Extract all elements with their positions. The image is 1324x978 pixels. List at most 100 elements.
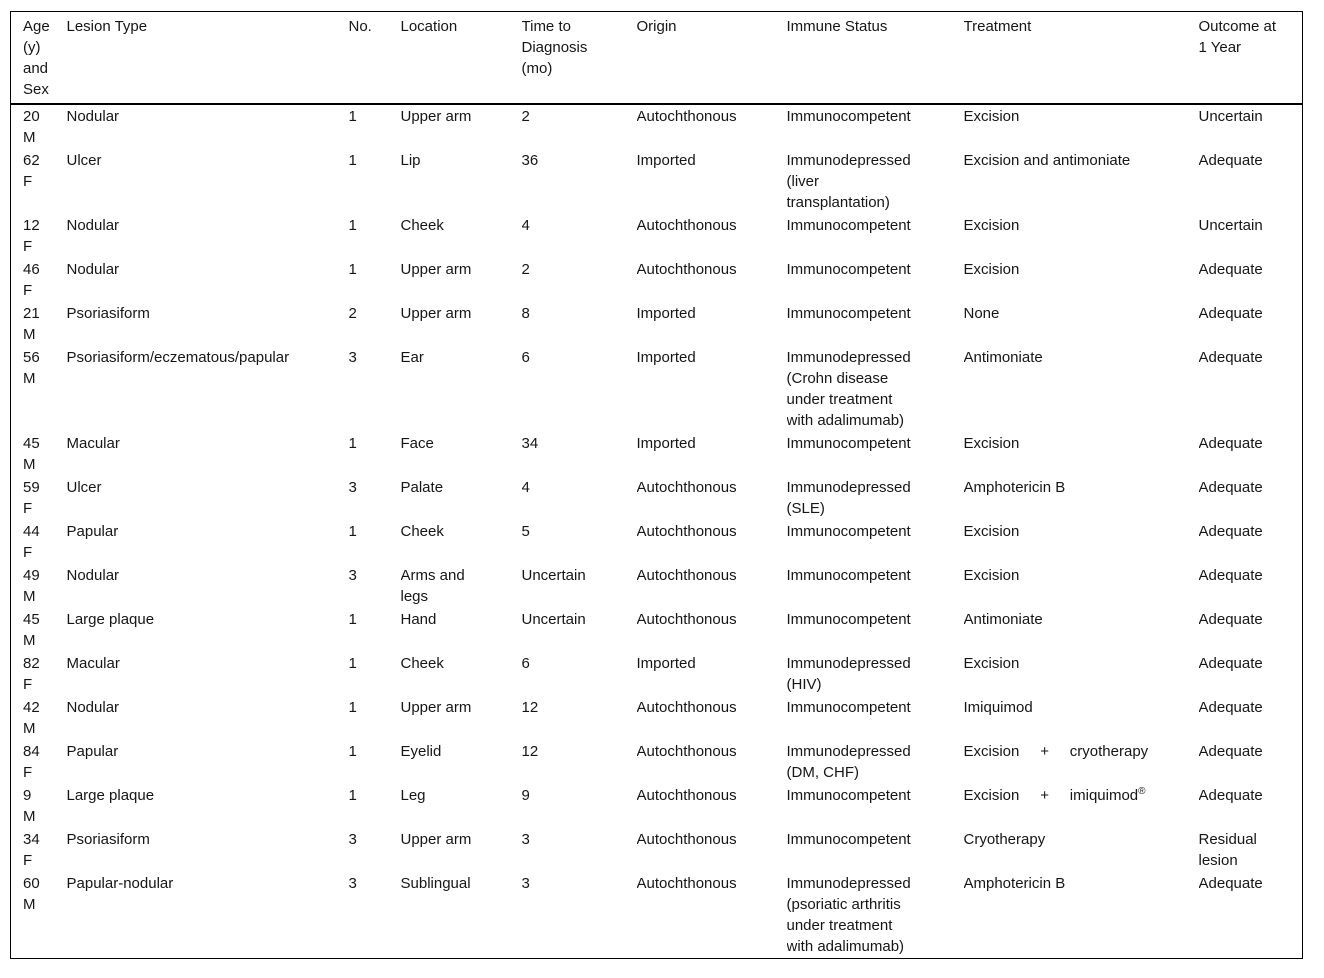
cell-outcome: Uncertain xyxy=(1198,108,1263,125)
cell-origin: Imported xyxy=(636,152,696,169)
cell-lesion-type: Large plaque xyxy=(66,787,155,804)
cell-time-to-diagnosis: 3 xyxy=(521,831,530,848)
cell-location: Arms and legs xyxy=(400,567,465,605)
cell-lesion-type: Psoriasiform xyxy=(66,305,150,322)
cell-outcome: Adequate xyxy=(1198,349,1263,366)
cell-location: Upper arm xyxy=(400,831,472,848)
cell-lesion-type: Macular xyxy=(66,435,120,452)
cell-no: 2 xyxy=(348,305,357,322)
cell-location: Cheek xyxy=(400,217,444,234)
cell-no: 1 xyxy=(348,435,357,452)
table-row: 45 M Macular 1 Face 34 Imported Immunocompeten… xyxy=(11,432,1303,476)
column-header-outcome: Outcome at 1 Year xyxy=(1198,11,1303,105)
cell-lesion-type: Psoriasiform/eczematous/papular xyxy=(66,349,290,366)
table-row: 20 M Nodular 1 Upper arm 2 Autochthonous Immun… xyxy=(11,104,1303,149)
cell-lesion-type: Ulcer xyxy=(66,479,102,496)
table-row: 34 F Psoriasiform 3 Upper arm 3 Autochthonous… xyxy=(11,828,1303,872)
table-row: 84 F Papular 1 Eyelid 12 Autochthonous Immunod… xyxy=(11,740,1303,784)
cell-immune-status: Immunodepressed (Crohn disease under tre… xyxy=(786,349,911,429)
cell-origin: Imported xyxy=(636,435,696,452)
cell-lesion-type: Nodular xyxy=(66,261,120,278)
cell-origin: Autochthonous xyxy=(636,108,737,125)
cell-lesion-type: Psoriasiform xyxy=(66,831,150,848)
cell-lesion-type: Papular xyxy=(66,743,119,760)
cell-time-to-diagnosis: 5 xyxy=(521,523,530,540)
header-row: Age (y) and Sex Lesion Type No. Location Tim… xyxy=(10,11,1303,105)
cell-treatment: Antimoniate xyxy=(963,611,1043,628)
table-row: 21 M Psoriasiform 2 Upper arm 8 Imported Immun… xyxy=(11,302,1303,346)
cell-lesion-type: Nodular xyxy=(66,108,120,125)
cell-origin: Autochthonous xyxy=(636,217,737,234)
cell-outcome: Adequate xyxy=(1198,611,1263,628)
cell-no: 1 xyxy=(348,152,357,169)
cell-no: 1 xyxy=(348,655,357,672)
cell-age-sex: 45 M xyxy=(23,611,40,649)
cell-location: Upper arm xyxy=(400,305,472,322)
column-header-age-sex: Age (y) and Sex xyxy=(10,11,67,105)
cell-location: Eyelid xyxy=(400,743,442,760)
cell-treatment: Excision xyxy=(963,217,1020,234)
cell-outcome: Adequate xyxy=(1198,743,1263,760)
cell-treatment: None xyxy=(963,305,1000,322)
cell-lesion-type: Nodular xyxy=(66,567,120,584)
cell-no: 3 xyxy=(348,479,357,496)
cell-outcome: Adequate xyxy=(1198,787,1263,804)
cell-origin: Autochthonous xyxy=(636,261,737,278)
cell-time-to-diagnosis: 9 xyxy=(521,787,530,804)
cell-immune-status: Immunodepressed (psoriatic arthritis und… xyxy=(786,875,911,955)
cell-immune-status: Immunocompetent xyxy=(786,567,911,584)
clinical-cases-table: Age (y) and Sex Lesion Type No. Location Tim… xyxy=(10,11,1303,959)
cell-lesion-type: Papular-nodular xyxy=(66,875,174,892)
cell-treatment: Antimoniate xyxy=(963,349,1043,366)
cell-immune-status: Immunodepressed (SLE) xyxy=(786,479,911,517)
table-row: 45 M Large plaque 1 Hand Uncertain Autochthon… xyxy=(11,608,1303,652)
cell-immune-status: Immunocompetent xyxy=(786,831,911,848)
cell-origin: Autochthonous xyxy=(636,699,737,716)
cell-location: Lip xyxy=(400,152,421,169)
cell-age-sex: 60 M xyxy=(23,875,40,913)
cell-age-sex: 59 F xyxy=(23,479,40,517)
cell-age-sex: 9 M xyxy=(23,787,36,825)
cell-no: 1 xyxy=(348,261,357,278)
cell-age-sex: 82 F xyxy=(23,655,40,693)
cell-no: 1 xyxy=(348,611,357,628)
cell-treatment: Amphotericin B xyxy=(963,875,1066,892)
cell-immune-status: Immunodepressed (HIV) xyxy=(786,655,911,693)
cell-immune-status: Immunocompetent xyxy=(786,523,911,540)
cell-location: Leg xyxy=(400,787,426,804)
cell-immune-status: Immunocompetent xyxy=(786,305,911,322)
cell-treatment: Imiquimod xyxy=(963,699,1033,716)
cell-treatment: Excision + imiquimod® xyxy=(963,786,1146,805)
cell-origin: Autochthonous xyxy=(636,567,737,584)
cell-location: Upper arm xyxy=(400,261,472,278)
cell-immune-status: Immunocompetent xyxy=(786,108,911,125)
cell-treatment: Excision xyxy=(963,655,1020,672)
cell-no: 3 xyxy=(348,831,357,848)
cell-immune-status: Immunocompetent xyxy=(786,261,911,278)
cell-age-sex: 34 F xyxy=(23,831,40,869)
cell-no: 1 xyxy=(348,699,357,716)
cell-age-sex: 49 M xyxy=(23,567,40,605)
cell-no: 1 xyxy=(348,523,357,540)
cell-no: 3 xyxy=(348,349,357,366)
cell-origin: Imported xyxy=(636,349,696,366)
cell-age-sex: 84 F xyxy=(23,743,40,781)
cell-location: Face xyxy=(400,435,434,452)
cell-time-to-diagnosis: Uncertain xyxy=(521,567,586,584)
cell-lesion-type: Large plaque xyxy=(66,611,155,628)
cell-time-to-diagnosis: 34 xyxy=(521,435,539,452)
cell-location: Upper arm xyxy=(400,108,472,125)
cell-age-sex: 20 M xyxy=(23,108,40,146)
cell-location: Upper arm xyxy=(400,699,472,716)
cell-age-sex: 12 F xyxy=(23,217,40,255)
cell-origin: Autochthonous xyxy=(636,787,737,804)
cell-time-to-diagnosis: 12 xyxy=(521,699,539,716)
cell-immune-status: Immunodepressed (DM, CHF) xyxy=(786,743,911,781)
cell-outcome: Adequate xyxy=(1198,152,1263,169)
cell-no: 1 xyxy=(348,743,357,760)
cell-age-sex: 21 M xyxy=(23,305,40,343)
cell-no: 3 xyxy=(348,567,357,584)
cell-age-sex: 46 F xyxy=(23,261,40,299)
cell-age-sex: 62 F xyxy=(23,152,40,190)
cell-immune-status: Immunocompetent xyxy=(786,699,911,716)
